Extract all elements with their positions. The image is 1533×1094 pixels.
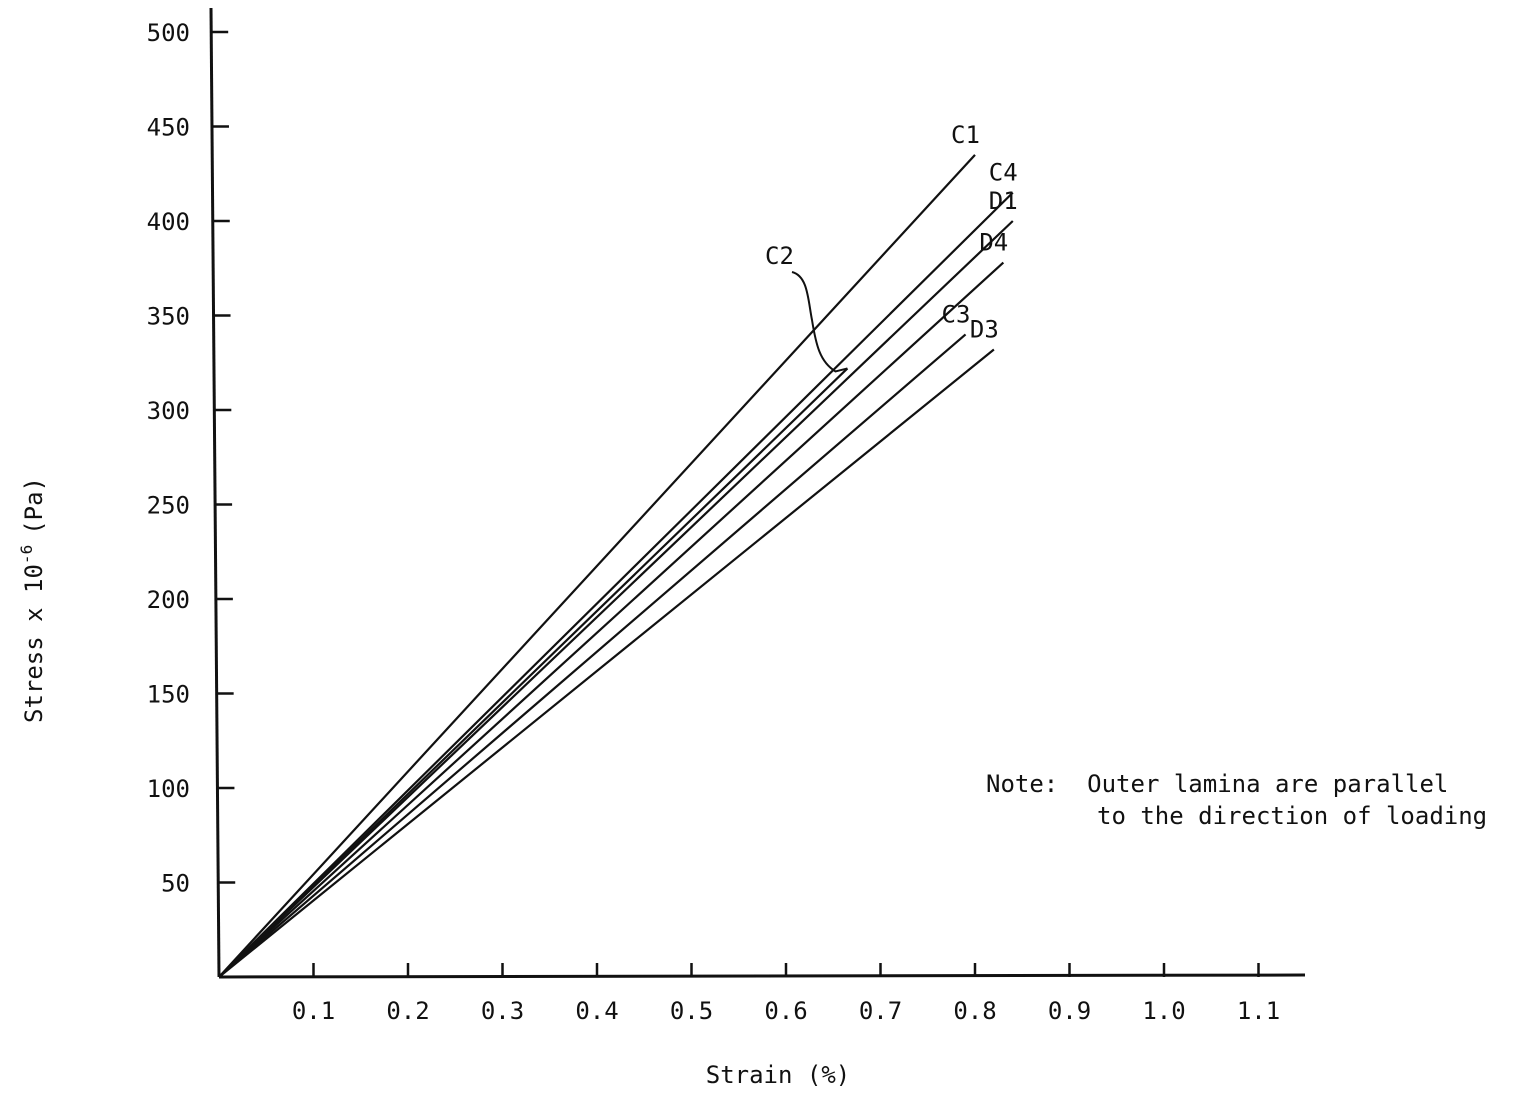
y-axis — [209, 7, 221, 978]
y-tick-label: 250 — [147, 492, 190, 520]
y-tick-label: 450 — [147, 114, 190, 142]
y-axis-title: Stress x 10-6 (Pa) — [17, 477, 48, 723]
series-label-c3: C3 — [942, 300, 971, 328]
series-lines — [218, 154, 1014, 978]
series-line-c2 — [218, 367, 849, 978]
y-tick-label: 300 — [147, 397, 190, 425]
y-axis-title-main: Stress x 10 — [20, 564, 48, 723]
x-axis-title: Strain (%) — [706, 1061, 851, 1089]
x-tick-label: 0.3 — [481, 997, 524, 1025]
series-label-d1: D1 — [989, 187, 1018, 215]
note-line-2: to the direction of loading — [1097, 802, 1487, 830]
series-line-d4 — [218, 261, 1005, 978]
y-tick-label: 400 — [147, 208, 190, 236]
series-label-c2: C2 — [765, 242, 794, 270]
series-label-c1: C1 — [951, 121, 980, 149]
x-tick-label: 0.2 — [386, 997, 429, 1025]
x-axis — [218, 973, 1306, 979]
x-tick-label: 0.6 — [764, 997, 807, 1025]
y-tick-label: 50 — [161, 870, 190, 898]
series-line-c1 — [218, 154, 976, 978]
series-label-c4: C4 — [989, 159, 1018, 187]
c2-leader-line — [791, 271, 848, 373]
x-tick-label: 0.9 — [1048, 997, 1091, 1025]
x-tick-label: 0.1 — [292, 997, 335, 1025]
y-tick-label: 200 — [147, 586, 190, 614]
y-tick-label: 100 — [147, 775, 190, 803]
y-tick-label: 150 — [147, 681, 190, 709]
y-tick-label: 350 — [147, 303, 190, 331]
y-axis-title-exponent: -6 — [17, 545, 36, 564]
series-line-d1 — [218, 220, 1014, 978]
series-line-c3 — [218, 333, 967, 978]
axis-ticks: 50 100 150 200 250 300 350 400 450 500 0.1 0.2 0.3 0.… — [147, 19, 1281, 1025]
x-tick-label: 1.0 — [1142, 997, 1185, 1025]
series-label-d3: D3 — [970, 316, 999, 344]
y-tick-label: 500 — [147, 19, 190, 47]
x-tick-label: 0.5 — [670, 997, 713, 1025]
x-tick-label: 1.1 — [1237, 997, 1280, 1025]
y-axis-title-unit: (Pa) — [20, 477, 48, 535]
note-line-1: Note: Outer lamina are parallel — [986, 770, 1448, 798]
series-label-d4: D4 — [979, 229, 1008, 257]
x-tick-label: 0.4 — [575, 997, 618, 1025]
x-tick-label: 0.7 — [859, 997, 902, 1025]
series-line-c4 — [218, 191, 1014, 978]
series-line-d3 — [218, 348, 995, 978]
x-tick-label: 0.8 — [953, 997, 996, 1025]
axes — [209, 7, 1306, 979]
